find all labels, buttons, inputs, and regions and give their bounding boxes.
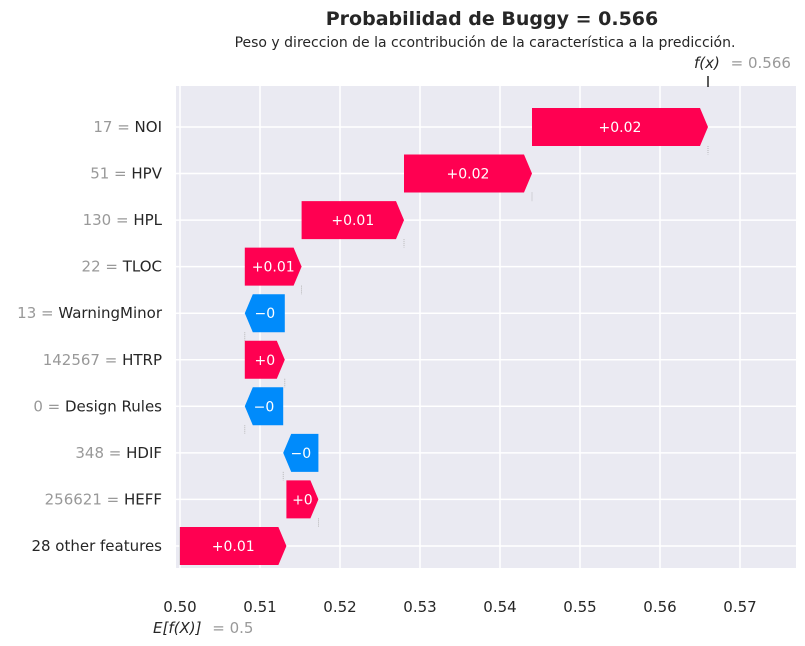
feature-value: 13 = (17, 304, 58, 322)
bar-heff (286, 480, 319, 519)
feature-label: 13 = WarningMinor (17, 304, 163, 322)
base-value: = 0.5 (212, 619, 253, 637)
bars: +0.02 +0.02 +0.01 +0.01 −0 +0 −0 −0 +0 +0.01 (180, 108, 708, 565)
x-tick-label: 0.55 (563, 598, 596, 616)
feature-value: 348 = (75, 444, 126, 462)
fx-value: = 0.566 (731, 54, 791, 72)
bar-value-label: +0.02 (447, 167, 490, 183)
bar-warningminor (244, 294, 285, 333)
x-tick-label: 0.56 (643, 598, 676, 616)
bar-28-other-features (180, 526, 287, 565)
bar-design-rules (244, 387, 284, 426)
feature-name: Design Rules (65, 397, 162, 415)
bar-hpl (301, 201, 404, 240)
feature-name: HPL (133, 211, 162, 229)
bar-value-label: −0 (254, 306, 275, 322)
x-tick-label: 0.53 (403, 598, 436, 616)
bar-value-label: −0 (290, 446, 311, 462)
feature-label: 348 = HDIF (75, 444, 162, 462)
feature-label: 0 = Design Rules (33, 397, 162, 415)
x-tick-label: 0.50 (163, 598, 196, 616)
feature-value: 130 = (83, 211, 134, 229)
x-tick-label: 0.51 (243, 598, 276, 616)
bar-value-label: +0.01 (252, 260, 295, 276)
feature-name: HPV (131, 165, 162, 183)
bar-tloc (244, 247, 302, 286)
fx-annotation: f(x) = 0.566 (694, 54, 791, 72)
feature-label: 28 other features (31, 537, 162, 555)
x-tick-label: 0.57 (723, 598, 756, 616)
feature-name: TLOC (122, 258, 162, 276)
feature-label: 130 = HPL (83, 211, 163, 229)
feature-label: 256621 = HEFF (45, 490, 162, 508)
feature-value: 17 = (93, 118, 134, 136)
feature-name: HEFF (124, 490, 162, 508)
x-tick-label: 0.54 (483, 598, 516, 616)
feature-label: 22 = TLOC (82, 258, 162, 276)
feature-value: 22 = (82, 258, 123, 276)
base-annotation: E[f(X)] = 0.5 (153, 619, 253, 637)
feature-name: HDIF (126, 444, 162, 462)
base-label: E[f(X)] (153, 619, 202, 637)
bar-value-label: +0.01 (212, 539, 255, 555)
bar-hdif (283, 433, 319, 472)
bar-noi (532, 108, 708, 146)
feature-label: 142567 = HTRP (43, 351, 162, 369)
feature-value: 256621 = (45, 490, 124, 508)
bar-value-label: +0.01 (331, 213, 374, 229)
bar-hpv (404, 154, 532, 193)
feature-label: 17 = NOI (93, 118, 162, 136)
feature-name: NOI (135, 118, 162, 136)
bar-htrp (244, 340, 285, 379)
feature-label: 51 = HPV (90, 165, 163, 183)
bar-value-label: +0 (292, 492, 313, 508)
feature-name: HTRP (122, 351, 162, 369)
bar-value-label: +0.02 (599, 120, 642, 136)
bar-value-label: +0 (254, 353, 275, 369)
x-axis-ticks: 0.50 0.51 0.52 0.53 0.54 0.55 0.56 0.57 (163, 598, 756, 616)
feature-name: WarningMinor (58, 304, 162, 322)
chart-subtitle: Peso y direccion de la ccontribución de … (235, 35, 736, 51)
chart-title: Probabilidad de Buggy = 0.566 (326, 8, 659, 30)
feature-labels: 17 = NOI 51 = HPV 130 = HPL 22 = TLOC 13 = W… (17, 118, 163, 555)
x-tick-label: 0.52 (323, 598, 356, 616)
fx-label: f(x) (694, 54, 720, 72)
feature-name: 28 other features (31, 537, 162, 555)
feature-value: 142567 = (43, 351, 122, 369)
feature-value: 51 = (90, 165, 131, 183)
bar-value-label: −0 (254, 399, 275, 415)
feature-value: 0 = (33, 397, 65, 415)
